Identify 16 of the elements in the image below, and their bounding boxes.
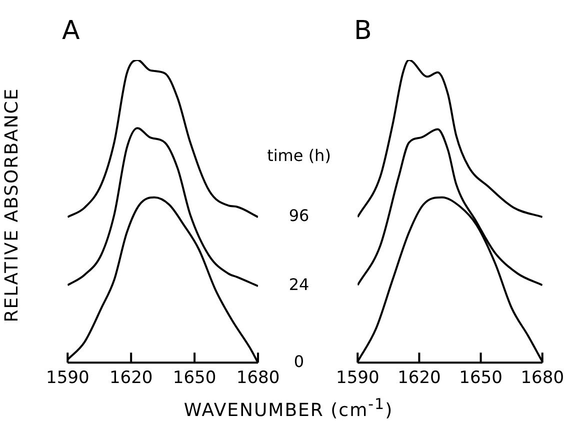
series-label: 96: [288, 206, 310, 226]
chart-title: A: [62, 16, 80, 46]
x-axis-title: WAVENUMBER (cm$^{-1}$): [182, 395, 394, 421]
x-tick-label: 1650: [172, 368, 216, 388]
chart-title: B: [354, 16, 372, 46]
legend-title: time (h): [267, 146, 331, 166]
x-tick-label: 1680: [520, 368, 564, 388]
x-tick-label: 1620: [398, 368, 441, 388]
x-tick-label: 1650: [459, 368, 502, 388]
x-tick-label: 1680: [236, 368, 280, 388]
x-tick-label: 1590: [46, 368, 90, 388]
x-tick-label: 1590: [336, 368, 380, 388]
series-label: 24: [288, 275, 310, 294]
y-axis-title: RELATIVE ABSORBANCE: [2, 88, 22, 322]
text: 0: [294, 352, 304, 371]
x-tick-label: 1620: [109, 368, 153, 388]
